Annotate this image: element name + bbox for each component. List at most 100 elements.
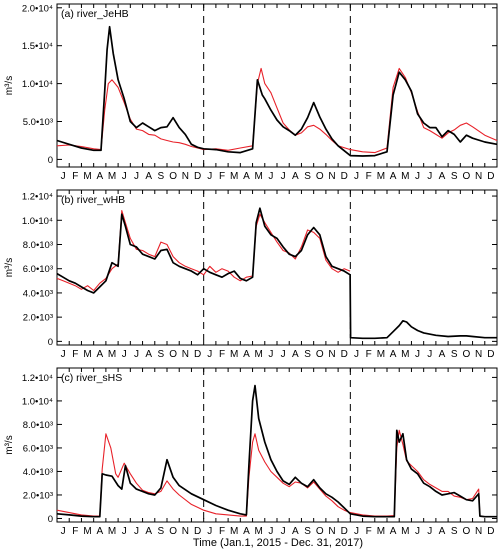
y-tick-label: 0 xyxy=(48,337,53,348)
y-tick-label: 6.0•10³ xyxy=(23,264,53,275)
series-line-black xyxy=(56,25,498,157)
x-tick-label: J xyxy=(134,526,139,537)
x-tick-label: A xyxy=(390,171,397,182)
x-tick-label: S xyxy=(304,171,311,182)
x-tick-label: J xyxy=(61,526,66,537)
y-tick-label: 1.0•10⁴ xyxy=(22,79,53,90)
x-tick-label: M xyxy=(83,171,91,182)
x-tick-label: A xyxy=(390,349,397,360)
x-tick-label: M xyxy=(254,171,262,182)
x-tick-label: A xyxy=(243,526,250,537)
x-tick-label: M xyxy=(108,349,116,360)
x-tick-label: M xyxy=(83,349,91,360)
y-tick-label: 1.0•10⁴ xyxy=(22,216,53,227)
x-tick-label: A xyxy=(96,526,103,537)
x-tick-label: M xyxy=(377,526,385,537)
y-tick-label: 1.0•10⁴ xyxy=(22,396,53,407)
x-tick-label: D xyxy=(341,526,348,537)
x-tick-label: J xyxy=(427,171,432,182)
x-tick-label: J xyxy=(427,349,432,360)
x-tick-label: M xyxy=(377,349,385,360)
x-tick-label: A xyxy=(439,349,446,360)
x-tick-label: S xyxy=(158,349,165,360)
x-tick-label: J xyxy=(122,526,127,537)
x-tick-label: D xyxy=(194,526,201,537)
y-tick-label: 1.2•10⁴ xyxy=(22,373,53,384)
x-tick-label: N xyxy=(475,171,482,182)
x-tick-label: N xyxy=(475,526,482,537)
y-tick-label: 2.0•10³ xyxy=(23,313,53,324)
x-tick-label: M xyxy=(108,526,116,537)
x-tick-label: J xyxy=(281,526,286,537)
plot-frame xyxy=(56,367,498,523)
x-tick-label: O xyxy=(463,171,471,182)
y-tick-label: 1.5•10⁴ xyxy=(22,41,53,52)
x-tick-label: J xyxy=(61,171,66,182)
x-tick-label: O xyxy=(316,171,324,182)
x-tick-label: S xyxy=(304,526,311,537)
x-tick-label: D xyxy=(487,349,494,360)
x-tick-label: S xyxy=(451,526,458,537)
panel-2: 0 2.0•10³ 4.0•10³ 6.0•10³ 8.0•10³ 1.0•10⁴ 1.2•… xyxy=(4,189,498,360)
x-tick-label: J xyxy=(207,526,212,537)
x-tick-label: A xyxy=(243,349,250,360)
series-line-red xyxy=(56,429,497,518)
panel-title: (a) river_JeHB xyxy=(61,8,129,20)
panel-3: 0 2.0•10³ 4.0•10³ 6.0•10³ 8.0•10³ 1.0•10⁴ 1.2•… xyxy=(4,367,498,537)
y-tick-label: 0 xyxy=(48,514,53,525)
x-tick-label: N xyxy=(182,526,189,537)
x-tick-label: J xyxy=(61,349,66,360)
x-axis-label: Time (Jan.1, 2015 - Dec. 31, 2017) xyxy=(193,537,363,549)
x-tick-label: J xyxy=(354,349,359,360)
x-tick-label: M xyxy=(401,526,409,537)
x-tick-label: S xyxy=(304,349,311,360)
x-tick-label: M xyxy=(401,349,409,360)
x-tick-label: A xyxy=(292,171,299,182)
y-tick-label: 8.0•10³ xyxy=(23,420,53,431)
x-tick-label: M xyxy=(230,349,238,360)
x-tick-label: D xyxy=(341,349,348,360)
x-tick-label: N xyxy=(182,349,189,360)
x-tick-label: A xyxy=(96,171,103,182)
x-tick-label: J xyxy=(281,349,286,360)
x-tick-label: M xyxy=(230,171,238,182)
x-tick-label: A xyxy=(243,171,250,182)
x-tick-label: D xyxy=(341,171,348,182)
series-line-black xyxy=(56,207,497,340)
x-tick-label: J xyxy=(415,349,420,360)
x-tick-label: J xyxy=(134,171,139,182)
x-tick-label: N xyxy=(182,171,189,182)
x-tick-label: F xyxy=(72,171,78,182)
x-tick-label: D xyxy=(194,349,201,360)
x-tick-label: O xyxy=(463,349,471,360)
x-tick-label: F xyxy=(366,349,372,360)
x-tick-label: A xyxy=(145,349,152,360)
y-tick-label: 0 xyxy=(48,155,53,166)
y-tick-label: 2.0•10⁴ xyxy=(22,3,53,14)
x-tick-label: A xyxy=(292,526,299,537)
x-tick-label: F xyxy=(219,526,225,537)
x-tick-label: A xyxy=(145,171,152,182)
x-tick-label: O xyxy=(463,526,471,537)
x-tick-label: D xyxy=(194,171,201,182)
x-tick-label: A xyxy=(292,349,299,360)
x-tick-label: J xyxy=(354,171,359,182)
y-axis-label: m³/s xyxy=(4,76,15,95)
x-tick-label: M xyxy=(230,526,238,537)
x-tick-label: N xyxy=(475,349,482,360)
x-tick-label: J xyxy=(207,349,212,360)
y-tick-label: 5.0•10³ xyxy=(23,117,53,128)
x-tick-label: M xyxy=(83,526,91,537)
x-tick-label: D xyxy=(487,171,494,182)
x-tick-label: J xyxy=(268,349,273,360)
x-tick-label: F xyxy=(366,526,372,537)
x-tick-label: O xyxy=(169,349,177,360)
x-tick-label: O xyxy=(316,526,324,537)
series-line-red xyxy=(56,67,498,154)
x-tick-label: A xyxy=(439,171,446,182)
x-tick-label: F xyxy=(219,171,225,182)
x-tick-label: J xyxy=(415,171,420,182)
x-tick-label: O xyxy=(169,171,177,182)
